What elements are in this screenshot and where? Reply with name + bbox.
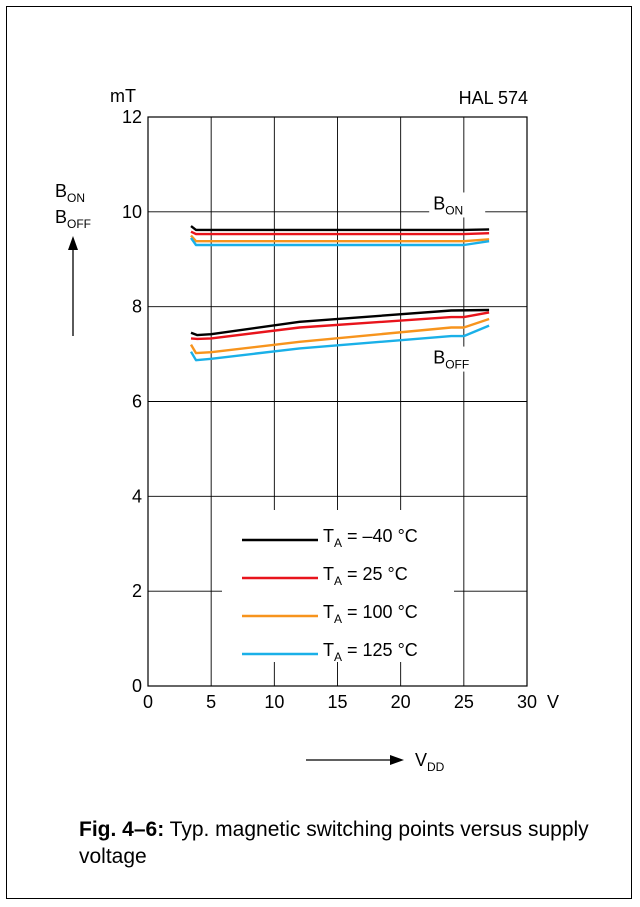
x-tick-label: 25 (454, 692, 474, 712)
x-tick-label: 30 (517, 692, 537, 712)
x-tick-label: 20 (391, 692, 411, 712)
caption-label: Fig. 4–6: (79, 818, 165, 841)
legend-entry: TA = 25 °C (323, 564, 408, 588)
y-axis-arrow-head (68, 236, 78, 250)
legend-main: T (323, 640, 334, 660)
tick-labels: 0 2 4 6 8 10 12 0 5 10 15 20 25 30 (122, 107, 537, 712)
series-line-on (190, 225, 490, 232)
series-group (189, 225, 490, 362)
y-axis-label-on-sub: ON (67, 191, 85, 205)
series-line-off (190, 308, 490, 337)
x-axis-arrow-head (390, 755, 404, 765)
legend-main: T (323, 564, 334, 584)
legend-sub: A (334, 650, 342, 664)
y-tick-label: 12 (122, 107, 142, 127)
series-line-on (190, 237, 490, 247)
y-axis-label-off: BOFF (55, 207, 91, 231)
x-tick-label: 15 (327, 692, 347, 712)
annotation-bg (429, 192, 486, 218)
y-axis-label-off-sub: OFF (67, 217, 91, 231)
legend-box (222, 510, 454, 662)
x-unit-label: V (547, 692, 559, 712)
x-tick-label: 5 (206, 692, 216, 712)
curve-annotation: BON (433, 193, 463, 217)
figure-caption: Fig. 4–6: Typ. magnetic switching points… (79, 816, 599, 870)
annotation-main: B (433, 348, 445, 368)
legend-entry: TA = 100 °C (323, 602, 418, 626)
x-axis-label-main: V (415, 750, 427, 770)
legend-sub: A (334, 612, 342, 626)
annotation-sub: OFF (445, 358, 469, 372)
legend-main: T (323, 526, 334, 546)
part-label: HAL 574 (459, 88, 528, 108)
legend-rest: = 25 °C (342, 564, 408, 584)
y-tick-label: 4 (132, 486, 142, 506)
x-tick-label: 0 (143, 692, 153, 712)
annotation-main: B (433, 193, 445, 213)
legend-rest: = 100 °C (342, 602, 418, 622)
x-axis-label: VDD (415, 750, 445, 774)
series-line-on (190, 230, 490, 236)
annotation-sub: ON (445, 203, 463, 217)
y-axis-label-off-main: B (55, 207, 67, 227)
y-tick-label: 0 (132, 676, 142, 696)
curve-annotation: BOFF (433, 348, 469, 372)
y-tick-label: 6 (132, 392, 142, 412)
legend: TA = –40 °CTA = 25 °CTA = 100 °CTA = 125… (242, 526, 418, 664)
legend-sub: A (334, 536, 342, 550)
legend-entry: TA = 125 °C (323, 640, 418, 664)
legend-rest: = 125 °C (342, 640, 418, 660)
series-line-off (190, 311, 490, 341)
y-axis-label-on-main: B (55, 181, 67, 201)
y-axis-label-on: BON (55, 181, 85, 205)
legend-main: T (323, 602, 334, 622)
legend-rest: = –40 °C (342, 526, 418, 546)
x-axis-label-sub: DD (427, 760, 445, 774)
y-tick-label: 10 (122, 202, 142, 222)
series-line-off (189, 324, 490, 362)
caption-text: Typ. magnetic switching points versus su… (79, 818, 589, 868)
annotation-bg (429, 346, 486, 372)
legend-sub: A (334, 574, 342, 588)
figure-frame (6, 6, 632, 899)
series-line-off (189, 317, 490, 355)
y-tick-label: 8 (132, 297, 142, 317)
y-unit-label: mT (110, 86, 136, 106)
series-line-on (190, 234, 490, 243)
legend-entry: TA = –40 °C (323, 526, 418, 550)
y-tick-label: 2 (132, 581, 142, 601)
x-tick-label: 10 (264, 692, 284, 712)
